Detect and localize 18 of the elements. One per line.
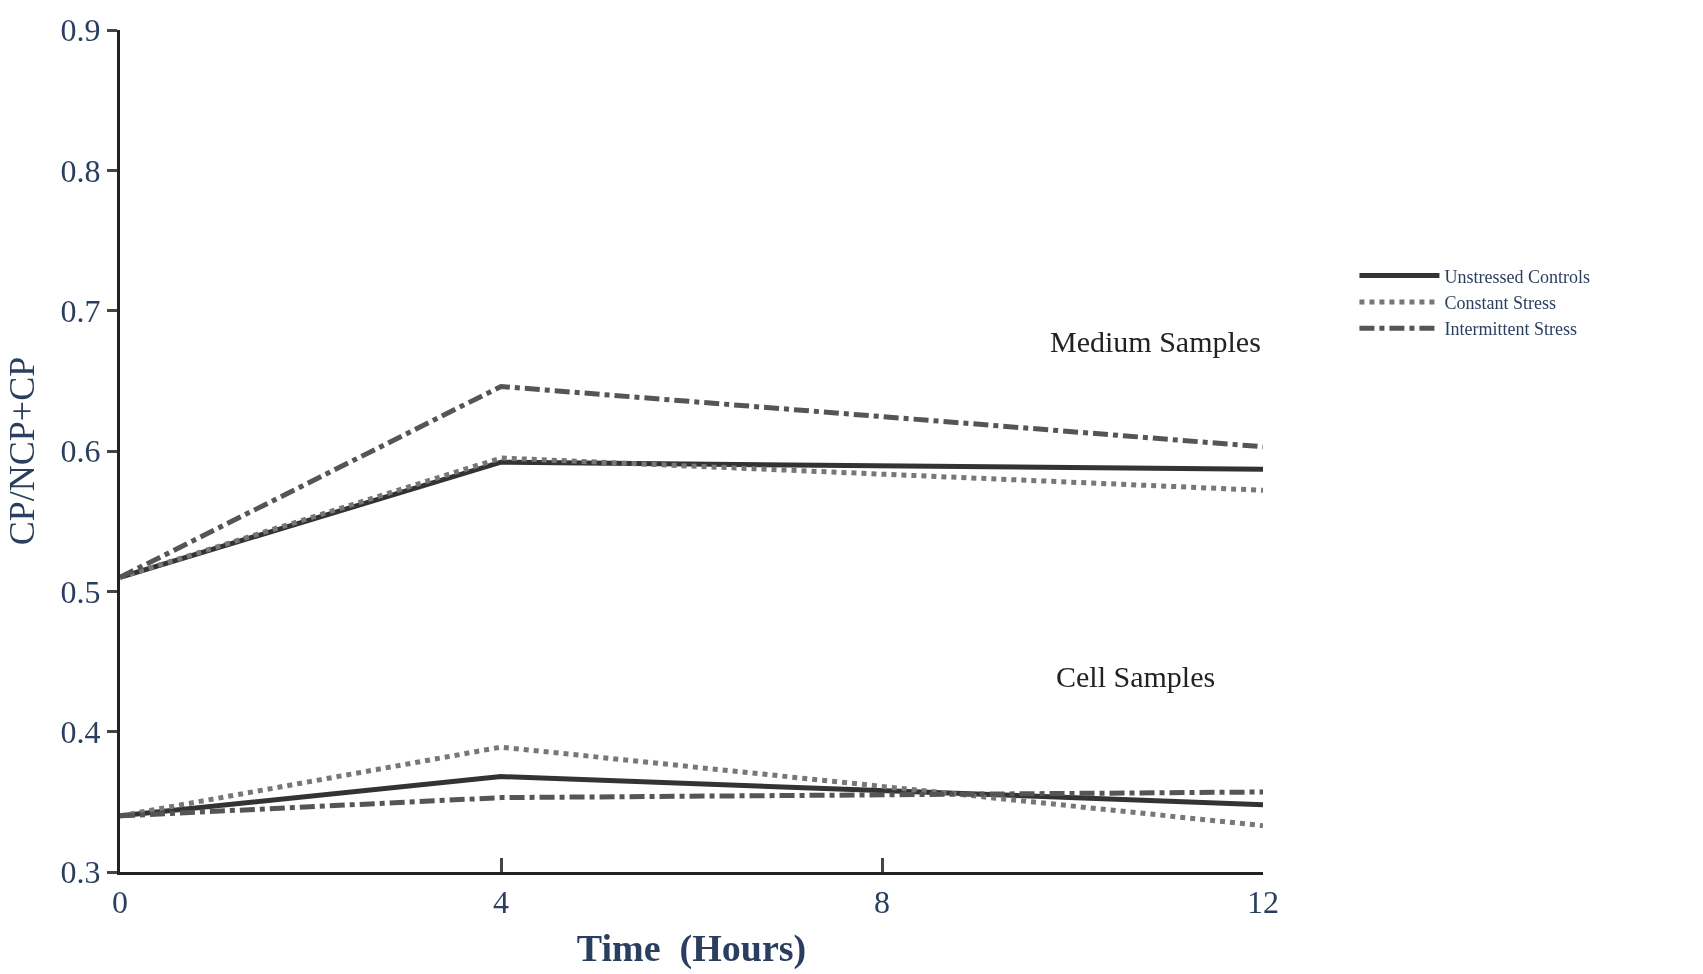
x-axis-title: Time (Hours): [576, 926, 807, 970]
y-tick-label: 0.3: [60, 854, 101, 891]
x-tick-label: 12: [1247, 884, 1279, 921]
y-tick-label: 0.4: [60, 713, 101, 750]
y-tick-label: 0.8: [60, 152, 101, 189]
y-tick-label: 0.9: [60, 12, 101, 49]
annotation: Cell Samples: [1056, 660, 1216, 693]
x-tick-label: 8: [874, 884, 890, 921]
annotation: Medium Samples: [1050, 325, 1261, 358]
legend-label: Unstressed Controls: [1444, 266, 1590, 287]
y-tick-label: 0.6: [60, 433, 101, 470]
legend-label: Constant Stress: [1444, 292, 1556, 313]
y-axis-title: CP/NCP+CP: [2, 356, 43, 546]
legend-label: Intermittent Stress: [1444, 319, 1577, 340]
y-tick-label: 0.7: [60, 292, 101, 329]
x-tick-label: 0: [112, 884, 128, 921]
y-tick-label: 0.5: [60, 573, 101, 610]
x-tick-label: 4: [493, 884, 509, 921]
